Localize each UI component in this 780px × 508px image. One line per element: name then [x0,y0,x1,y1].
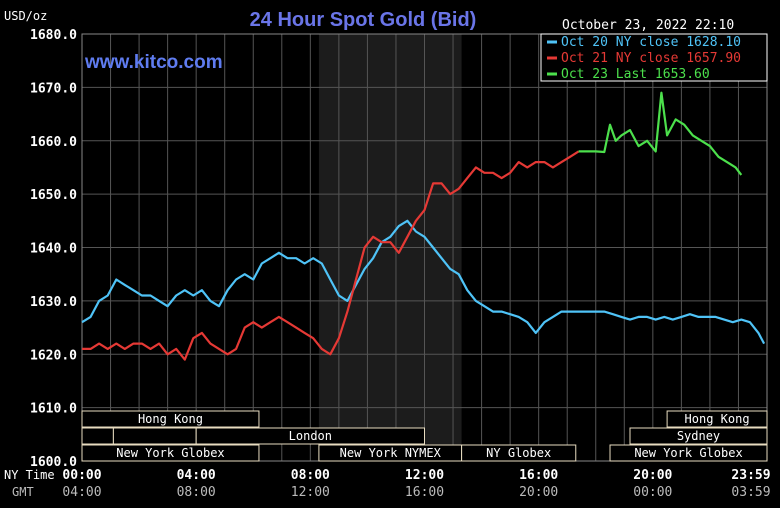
session-label: Hong Kong [685,412,750,426]
x-tick-label-gmt: 04:00 [62,485,101,500]
y-tick-label: 1650.0 [30,188,77,203]
timestamp: October 23, 2022 22:10 [562,18,734,33]
y-tick-label: 1600.0 [30,455,77,470]
x-tick-label-gmt: 00:00 [633,485,672,500]
x-tick-label-ny: 04:00 [177,468,216,483]
session-box [81,444,260,462]
session-box [195,427,425,445]
y-tick-label: 1680.0 [30,28,77,43]
y-tick-label: 1630.0 [30,295,77,310]
y-tick-label: 1670.0 [30,81,77,96]
y-tick-label: 1610.0 [30,402,77,417]
legend-box [540,33,768,82]
series-line-oct-20 [81,219,766,345]
x-tick-label-ny: 23:59 [731,468,770,483]
market-sessions: Hong Kong Hong Kong London Sydney New York G… [81,410,768,462]
x-tick-label-ny: 16:00 [519,468,558,483]
x-tick-label-gmt: 12:00 [291,485,330,500]
session-label: Hong Kong [138,412,203,426]
grid [81,33,768,462]
ny-time-label: NY Time [4,468,55,482]
series-line-oct-23 [578,91,743,176]
session-box [629,427,768,445]
session-label: NY Globex [486,446,551,460]
legend: Oct 20 NY close 1628.10 Oct 21 NY close … [540,33,768,82]
axes: 1600.0 1610.0 1620.0 1630.0 1640.0 1650.0 1660… [30,28,771,500]
x-tick-label-ny: 00:00 [62,468,101,483]
legend-entry-oct21: Oct 21 NY close 1657.90 [561,51,741,66]
session-box [609,444,768,462]
gmt-label: GMT [12,485,34,499]
session-label: London [289,429,332,443]
legend-entry-oct23: Oct 23 Last 1653.60 [561,67,710,82]
x-tick-label-gmt: 03:59 [731,485,770,500]
watermark: www.kitco.com [84,52,223,73]
y-tick-label: 1640.0 [30,242,77,257]
session-label: New York Globex [634,446,742,460]
series-lines [81,91,766,361]
x-tick-label-ny: 20:00 [633,468,672,483]
x-tick-label-gmt: 20:00 [519,485,558,500]
x-tick-label-gmt: 08:00 [177,485,216,500]
session-label: Sydney [677,429,720,443]
series-line-oct-21 [82,150,580,361]
x-tick-label-gmt: 16:00 [405,485,444,500]
chart-title: 24 Hour Spot Gold (Bid) [250,9,477,31]
session-box [666,410,768,428]
session-box [81,427,114,445]
x-tick-label-ny: 12:00 [405,468,444,483]
x-tick-label-ny: 08:00 [291,468,330,483]
session-box [461,444,577,462]
session-box [81,410,260,428]
legend-entry-oct20: Oct 20 NY close 1628.10 [561,35,741,50]
session-box [112,427,197,445]
y-axis-unit: USD/oz [4,9,47,23]
session-label: New York Globex [116,446,224,460]
y-tick-label: 1620.0 [30,348,77,363]
y-tick-label: 1660.0 [30,135,77,150]
session-label: New York NYMEX [340,446,442,460]
